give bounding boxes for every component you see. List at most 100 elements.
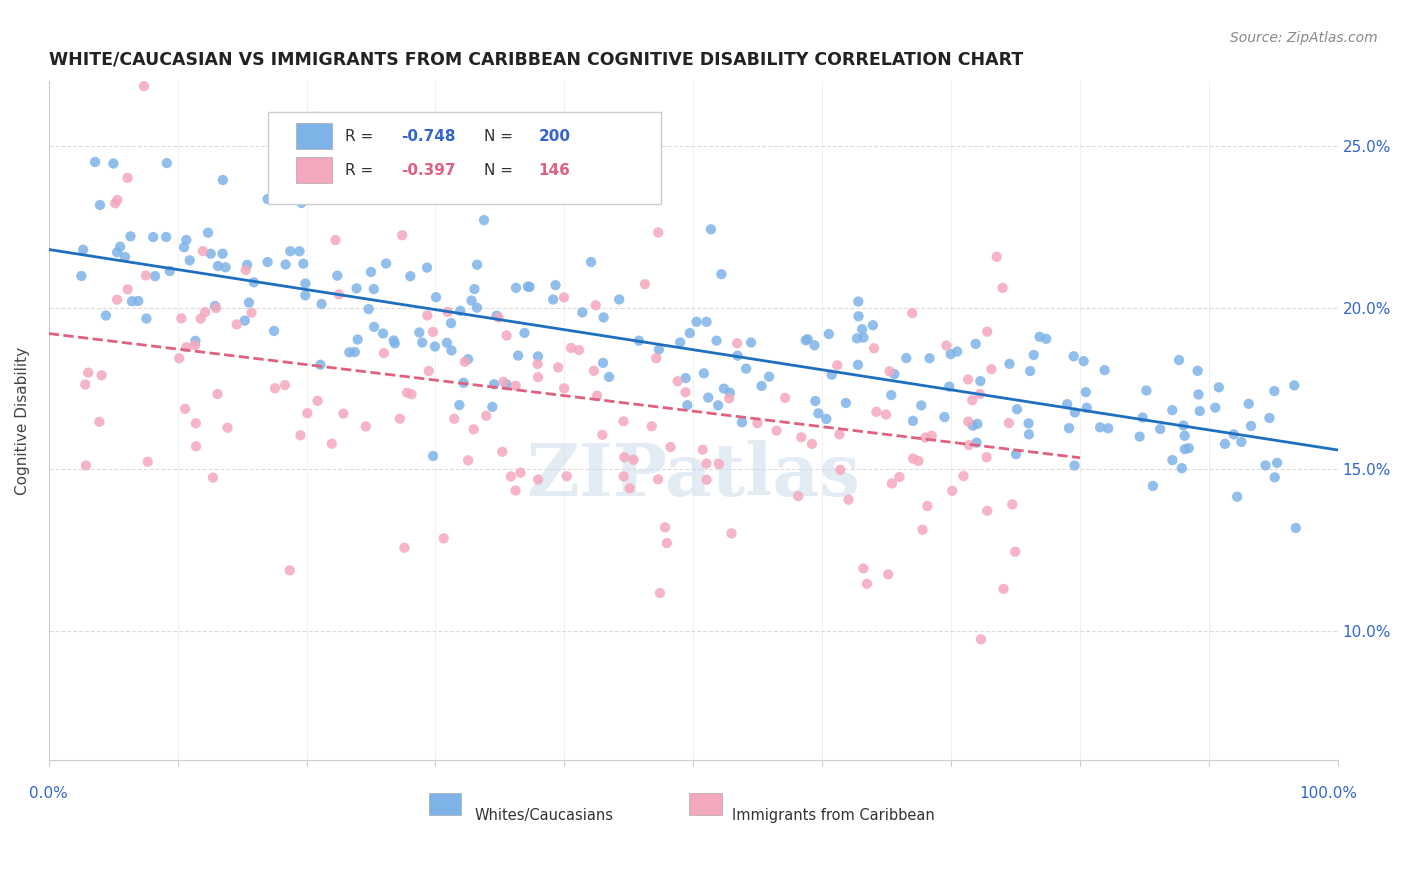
- Point: [952, 469, 974, 483]
- Point: [371, 326, 394, 341]
- Point: [1174, 442, 1197, 457]
- Point: [828, 427, 851, 442]
- Point: [190, 311, 212, 326]
- Point: [214, 260, 236, 275]
- Point: [647, 226, 669, 240]
- Point: [207, 259, 229, 273]
- Point: [645, 351, 668, 366]
- Point: [586, 389, 609, 403]
- Point: [547, 360, 569, 375]
- Point: [1135, 384, 1157, 398]
- Point: [294, 288, 316, 302]
- Point: [934, 409, 956, 424]
- Point: [256, 192, 278, 206]
- Point: [136, 455, 159, 469]
- Point: [481, 400, 503, 414]
- Text: 146: 146: [538, 163, 571, 178]
- Point: [970, 632, 993, 647]
- Point: [294, 277, 316, 291]
- Point: [541, 293, 564, 307]
- Point: [264, 381, 287, 395]
- Point: [641, 419, 664, 434]
- Point: [155, 230, 177, 244]
- Point: [727, 349, 749, 363]
- Point: [962, 393, 984, 408]
- Point: [225, 318, 247, 332]
- Point: [191, 244, 214, 259]
- Point: [94, 309, 117, 323]
- Point: [411, 335, 433, 350]
- Point: [422, 325, 444, 339]
- Point: [416, 309, 439, 323]
- Point: [1063, 458, 1085, 473]
- Point: [935, 338, 957, 352]
- Point: [1188, 404, 1211, 418]
- Point: [384, 336, 406, 351]
- Point: [592, 356, 614, 370]
- Point: [1142, 479, 1164, 493]
- Point: [233, 313, 256, 327]
- Point: [495, 377, 517, 392]
- Text: -0.397: -0.397: [401, 163, 456, 178]
- Point: [835, 396, 858, 410]
- Point: [1230, 434, 1253, 449]
- Point: [848, 310, 870, 324]
- Point: [1129, 429, 1152, 443]
- Point: [321, 436, 343, 450]
- Point: [612, 414, 634, 428]
- Point: [966, 435, 988, 450]
- Point: [197, 226, 219, 240]
- Point: [669, 335, 692, 350]
- Point: [423, 339, 446, 353]
- Point: [938, 379, 960, 393]
- Point: [796, 332, 818, 346]
- Point: [957, 415, 980, 429]
- Point: [725, 336, 748, 351]
- Point: [568, 343, 591, 357]
- Point: [598, 370, 620, 384]
- Point: [706, 334, 728, 348]
- Point: [553, 381, 575, 395]
- Point: [114, 250, 136, 264]
- Point: [516, 279, 538, 293]
- Point: [1284, 378, 1306, 392]
- Point: [666, 374, 689, 388]
- Point: [382, 334, 405, 348]
- Point: [1168, 353, 1191, 368]
- Point: [696, 315, 718, 329]
- Point: [1073, 354, 1095, 368]
- Point: [1161, 403, 1184, 417]
- Point: [440, 316, 463, 330]
- Point: [582, 364, 605, 378]
- Point: [1018, 427, 1040, 442]
- Point: [278, 244, 301, 259]
- Point: [655, 536, 678, 550]
- Point: [184, 338, 207, 352]
- Point: [956, 372, 979, 386]
- Point: [72, 243, 94, 257]
- Point: [108, 240, 131, 254]
- Point: [647, 472, 669, 486]
- Point: [1204, 401, 1226, 415]
- Point: [527, 473, 550, 487]
- Point: [1022, 348, 1045, 362]
- Point: [527, 370, 550, 384]
- Point: [132, 79, 155, 94]
- Point: [1177, 441, 1199, 455]
- Point: [513, 326, 536, 340]
- Point: [184, 416, 207, 430]
- Point: [449, 398, 471, 412]
- Point: [491, 444, 513, 458]
- Point: [773, 391, 796, 405]
- Point: [965, 337, 987, 351]
- Point: [592, 310, 614, 325]
- Point: [718, 392, 741, 406]
- Point: [710, 267, 733, 281]
- Point: [1240, 419, 1263, 434]
- Point: [794, 333, 817, 347]
- Point: [735, 361, 758, 376]
- Point: [1213, 437, 1236, 451]
- Point: [332, 407, 354, 421]
- Point: [1005, 402, 1028, 417]
- Point: [311, 297, 333, 311]
